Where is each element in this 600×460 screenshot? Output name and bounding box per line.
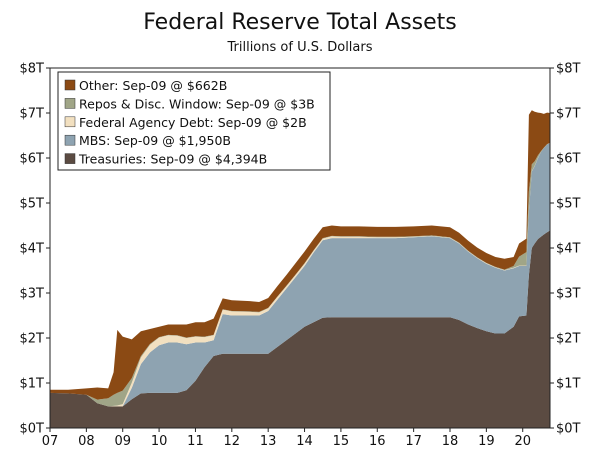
- stacked-areas: [50, 110, 550, 428]
- x-tick-label: 15: [333, 434, 350, 449]
- x-tick-label: 11: [187, 434, 204, 449]
- y-tick-label-left: $0T: [20, 422, 45, 437]
- y-tick-label-right: $0T: [556, 422, 581, 437]
- y-tick-label-right: $6T: [556, 152, 581, 167]
- y-tick-label-left: $8T: [20, 62, 45, 77]
- x-tick-label: 10: [151, 434, 168, 449]
- x-tick-label: 13: [260, 434, 277, 449]
- y-tick-label-left: $3T: [20, 287, 45, 302]
- x-tick-label: 18: [442, 434, 459, 449]
- x-tick-label: 19: [478, 434, 495, 449]
- legend-swatch: [64, 153, 76, 164]
- y-tick-label-left: $4T: [20, 242, 45, 257]
- y-tick-label-left: $6T: [20, 152, 45, 167]
- x-tick-label: 17: [405, 434, 422, 449]
- y-tick-label-right: $8T: [556, 62, 581, 77]
- y-tick-label-right: $2T: [556, 332, 581, 347]
- legend-label: MBS: Sep-09 @ $1,950B: [79, 133, 231, 148]
- y-tick-label-right: $4T: [556, 242, 581, 257]
- x-tick-label: 08: [78, 434, 95, 449]
- y-tick-label-right: $7T: [556, 107, 581, 122]
- x-tick-label: 07: [42, 434, 59, 449]
- x-tick-label: 09: [114, 434, 131, 449]
- area-mbs: [50, 142, 550, 407]
- x-tick-label: 20: [514, 434, 531, 449]
- legend-swatch: [64, 134, 76, 146]
- legend-label: Federal Agency Debt: Sep-09 @ $2B: [79, 115, 307, 130]
- legend-swatch: [64, 79, 76, 91]
- legend: Other: Sep-09 @ $662B Repos & Disc. Windo…: [57, 71, 331, 171]
- y-tick-label-right: $3T: [556, 287, 581, 302]
- legend-label: Repos & Disc. Window: Sep-09 @ $3B: [79, 96, 315, 111]
- y-tick-label-left: $2T: [20, 332, 45, 347]
- y-tick-label-right: $5T: [556, 197, 581, 212]
- axis-ticks: $0T $0T $1T $1T $2T $2T $3T $3T $4T $4T $5T $5T $6T $…: [20, 62, 581, 450]
- y-tick-label-right: $1T: [556, 377, 581, 392]
- x-tick-label: 14: [296, 434, 313, 449]
- chart-subtitle: Trillions of U.S. Dollars: [227, 40, 373, 55]
- legend-swatch: [64, 116, 76, 128]
- legend-label: Other: Sep-09 @ $662B: [79, 78, 227, 93]
- area-treasuries: [50, 230, 550, 428]
- x-tick-label: 16: [369, 434, 386, 449]
- y-tick-label-left: $7T: [20, 107, 45, 122]
- y-tick-label-left: $1T: [20, 377, 45, 392]
- area-other: [50, 110, 550, 400]
- chart-title: Federal Reserve Total Assets: [143, 10, 457, 35]
- legend-box: [57, 71, 331, 171]
- legend-label: Treasuries: Sep-09 @ $4,394B: [78, 152, 267, 167]
- legend-swatch: [64, 98, 76, 109]
- area-federal-agency-debt: [50, 142, 550, 407]
- x-tick-label: 12: [224, 434, 241, 449]
- y-tick-label-left: $5T: [20, 197, 45, 212]
